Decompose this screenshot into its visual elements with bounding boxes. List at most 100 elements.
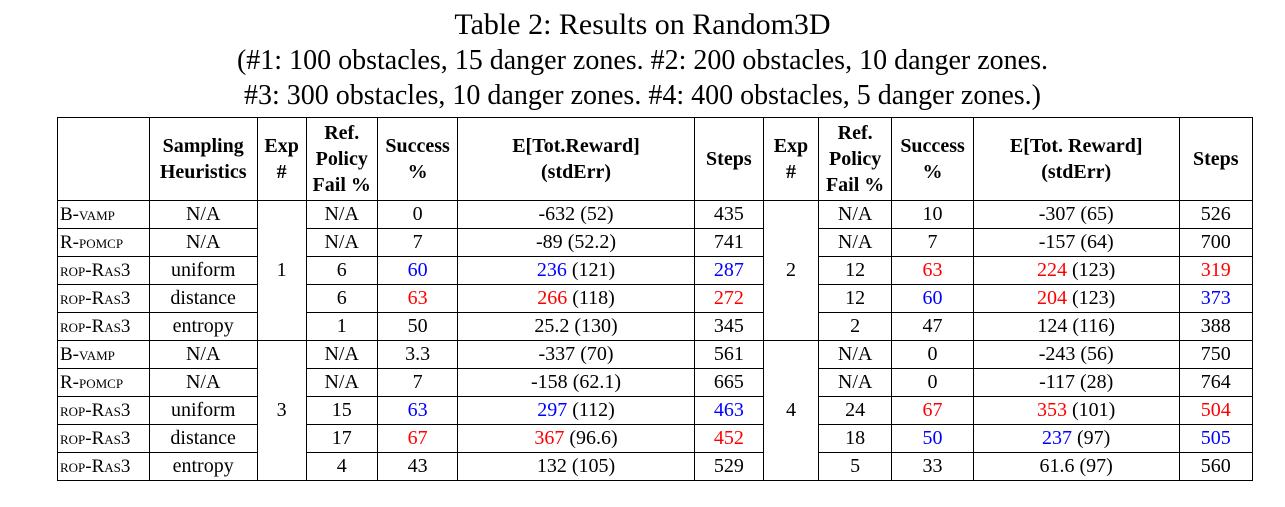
reward-cell: -337 (70) [457,340,695,369]
table-row: rop-Ras3 uniform 15 63 297 (112) 463 24 … [57,396,1254,425]
success-value: 3.3 [405,343,431,365]
reward-value: 204 [1037,287,1068,309]
steps-value: 741 [713,231,744,253]
header-method [57,117,150,201]
reward-value: -89 [536,231,563,253]
reward-value: 25.2 [534,315,570,337]
success-value: 7 [412,231,423,253]
exp-number-cell-right: 4 [762,340,819,481]
table-caption: Table 2: Results on Random3D (#1: 100 ob… [0,0,1285,113]
method-cell: rop-Ras3 [57,312,150,341]
steps-cell: 388 [1178,312,1254,341]
reward-cell: 237 (97) [972,424,1180,453]
header-exp-left: Exp # [256,117,307,201]
steps-cell: 560 [1178,452,1254,481]
success-cell: 33 [891,452,974,481]
steps-value: 529 [713,455,744,477]
stderr-value: (96.6) [569,427,618,449]
success-value: 7 [412,371,423,393]
table-row: rop-Ras3 distance 17 67 367 (96.6) 452 1… [57,424,1254,453]
header-success-left: Success % [376,117,459,201]
stderr-value: (65) [1080,203,1114,225]
reward-cell: 224 (123) [972,256,1180,285]
success-cell: 3.3 [376,340,459,369]
header-sampling-heuristics: Sampling Heuristics [148,117,258,201]
reward-cell: 132 (105) [457,452,695,481]
ref-fail-cell: N/A [817,340,893,369]
method-cell: B-vamp [57,340,150,369]
table-row: B-vamp N/A 3 N/A 3.3 -337 (70) 561 4 N/A… [57,340,1254,481]
reward-cell: -307 (65) [972,200,1180,229]
steps-value: 345 [713,315,744,337]
ref-fail-cell: 6 [305,284,378,313]
stderr-value: (116) [1072,315,1115,337]
reward-cell: 61.6 (97) [972,452,1180,481]
stderr-value: (52.2) [567,231,617,253]
table-row: R-pomcp N/A N/A 7 -158 (62.1) 665 N/A 0 … [57,368,1254,397]
steps-cell: 345 [693,312,764,341]
table-row: rop-Ras3 entropy 1 50 25.2 (130) 345 2 4… [57,312,1254,341]
ref-fail-cell: N/A [305,368,378,397]
steps-value: 319 [1200,259,1231,281]
success-value: 63 [407,399,428,421]
reward-value: 237 [1042,427,1073,449]
header-reward-right: E[Tot. Reward] (stdErr) [972,117,1180,201]
steps-value: 700 [1200,231,1231,253]
steps-cell: 452 [693,424,764,453]
reward-value: -632 [538,203,576,225]
steps-value: 373 [1200,287,1231,309]
success-cell: 0 [376,200,459,229]
steps-cell: 463 [693,396,764,425]
success-value: 50 [922,427,943,449]
reward-value: 266 [537,287,568,309]
success-value: 63 [407,287,428,309]
steps-value: 665 [713,371,744,393]
reward-cell: -117 (28) [972,368,1180,397]
ref-fail-cell: 2 [817,312,893,341]
success-value: 47 [922,315,943,337]
table-row: rop-Ras3 uniform 6 60 236 (121) 287 12 6… [57,256,1254,285]
steps-cell: 665 [693,368,764,397]
steps-cell: 529 [693,452,764,481]
success-value: 60 [407,259,428,281]
heuristic-cell: entropy [148,312,258,341]
steps-cell: 741 [693,228,764,257]
method-cell: rop-Ras3 [57,396,150,425]
steps-cell: 505 [1178,424,1254,453]
table-row: B-vamp N/A 1 N/A 0 -632 (52) 435 2 N/A 1… [57,200,1254,341]
header-ref-policy-fail-right: Ref. Policy Fail % [817,117,893,201]
reward-value: 367 [534,427,565,449]
reward-cell: -632 (52) [457,200,695,229]
header-row: Sampling Heuristics Exp # Ref. Policy Fa… [57,117,1254,201]
steps-value: 388 [1200,315,1231,337]
exp-number-cell-right: 2 [762,200,819,341]
reward-cell: 25.2 (130) [457,312,695,341]
stderr-value: (130) [574,315,618,337]
steps-cell: 504 [1178,396,1254,425]
method-cell: R-pomcp [57,368,150,397]
reward-cell: -158 (62.1) [457,368,695,397]
stderr-value: (97) [1079,455,1113,477]
stderr-value: (56) [1080,343,1114,365]
stderr-value: (70) [580,343,614,365]
steps-cell: 319 [1178,256,1254,285]
success-cell: 63 [376,396,459,425]
success-cell: 63 [891,256,974,285]
success-cell: 47 [891,312,974,341]
ref-fail-cell: 24 [817,396,893,425]
reward-value: -337 [538,343,576,365]
ref-fail-cell: N/A [305,340,378,369]
stderr-value: (121) [571,259,616,281]
steps-value: 526 [1200,203,1231,225]
ref-fail-cell: 15 [305,396,378,425]
steps-value: 504 [1200,399,1231,421]
exp-number-cell-left: 3 [256,340,307,481]
success-value: 7 [927,231,938,253]
reward-value: 224 [1037,259,1068,281]
ref-fail-cell: 18 [817,424,893,453]
reward-cell: -157 (64) [972,228,1180,257]
stderr-value: (52) [580,203,614,225]
reward-cell: -243 (56) [972,340,1180,369]
success-cell: 43 [376,452,459,481]
method-cell: rop-Ras3 [57,424,150,453]
